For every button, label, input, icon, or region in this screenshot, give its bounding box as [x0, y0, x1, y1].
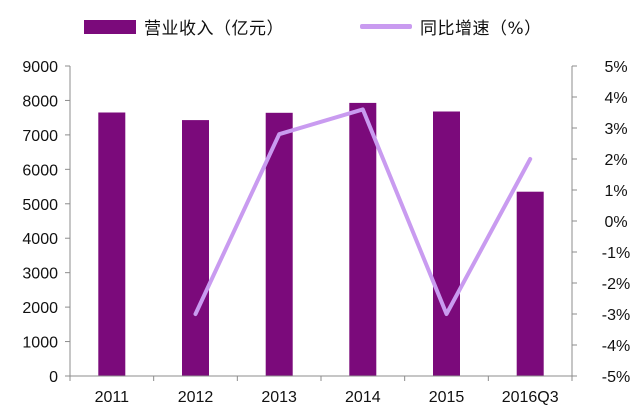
x-tick-label-2016Q3: 2016Q3 — [502, 389, 559, 406]
chart-legend: 营业收入（亿元） 同比增速（%） — [0, 14, 630, 44]
y-right-tick-label: -5% — [602, 369, 630, 386]
bar-series-revenue — [98, 102, 544, 377]
y-right-tick-label: -2% — [602, 276, 630, 293]
y-left-tick-label: 0 — [49, 369, 58, 386]
bar-2012 — [182, 120, 209, 376]
bar-2015 — [433, 111, 460, 376]
x-tick-label-2015: 2015 — [429, 389, 465, 406]
y-right-tick-label: 4% — [604, 90, 627, 107]
bar-2011 — [98, 112, 126, 376]
line-series-growth — [193, 107, 533, 316]
y-right-tick-label: 5% — [604, 59, 627, 76]
y-right-tick-label: 0% — [604, 214, 627, 231]
bar-2014 — [349, 102, 377, 377]
x-tick-label-2014: 2014 — [345, 389, 381, 406]
y-left-tick-label: 6000 — [22, 162, 58, 179]
y-left-tick-label: 5000 — [22, 197, 58, 214]
y-left-tick-label: 3000 — [22, 266, 58, 283]
y-right-tick-label: -3% — [602, 307, 630, 324]
y-left-tick-label: 1000 — [22, 335, 58, 352]
y-left-tick-label: 8000 — [22, 93, 58, 110]
y-right-tick-label: -1% — [602, 245, 630, 262]
chart-axes — [65, 65, 577, 381]
y-left-tick-label: 2000 — [22, 300, 58, 317]
x-tick-label-2011: 2011 — [95, 389, 130, 406]
y-left-tick-label: 4000 — [22, 231, 58, 248]
legend-item-revenue: 营业收入（亿元） — [84, 14, 284, 39]
legend-item-growth: 同比增速（%） — [360, 14, 542, 39]
y-right-tick-label: 3% — [604, 121, 627, 138]
y-left-tick-label: 9000 — [22, 59, 58, 76]
legend-swatch-growth — [360, 24, 412, 29]
bar-2016Q3 — [516, 191, 544, 376]
y-right-tick-label: 2% — [604, 152, 627, 169]
y-right-tick-label: -4% — [602, 338, 630, 355]
x-tick-label-2013: 2013 — [261, 389, 297, 406]
x-tick-label-2012: 2012 — [178, 389, 214, 406]
tick-labels: 0 1000 2000 3000 4000 5000 6000 7000 8000 9000 -5%… — [22, 59, 630, 406]
legend-swatch-revenue — [84, 19, 136, 34]
legend-label-revenue: 营业收入（亿元） — [144, 19, 284, 39]
y-right-tick-label: 1% — [604, 183, 627, 200]
legend-label-growth: 同比增速（%） — [420, 19, 542, 39]
y-left-tick-label: 7000 — [22, 128, 58, 145]
